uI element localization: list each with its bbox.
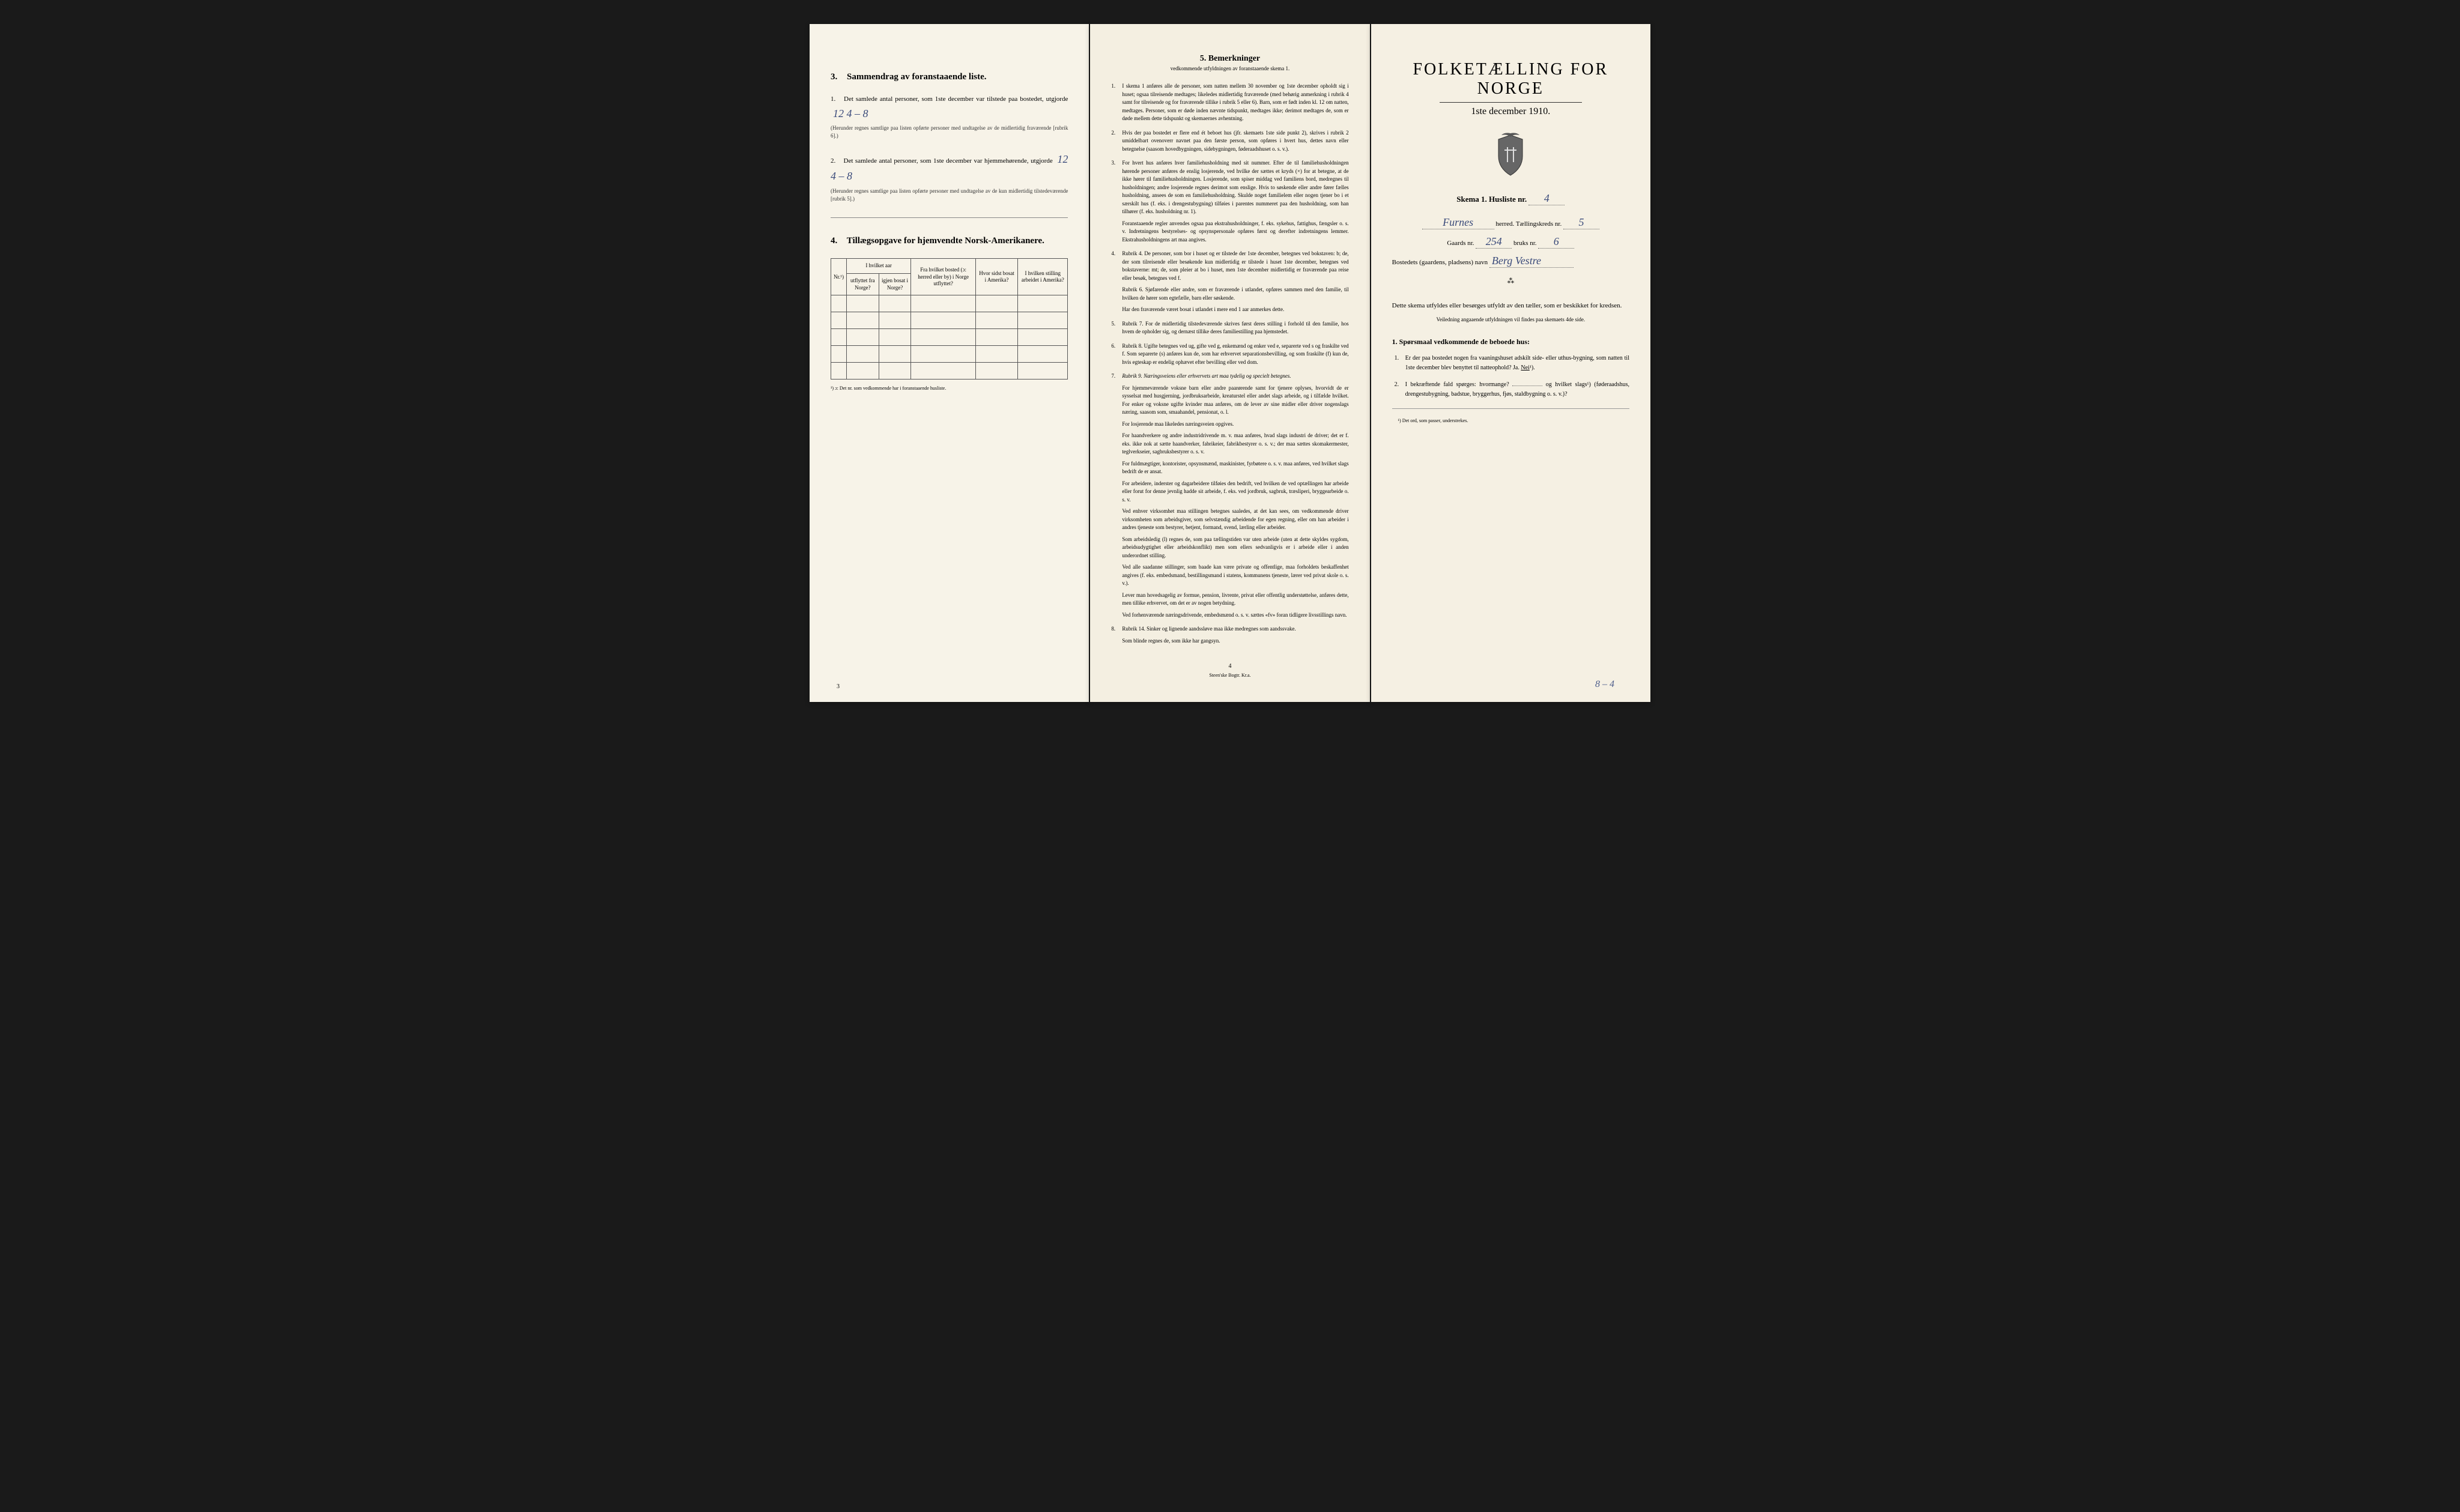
th-year: I hvilket aar bbox=[846, 259, 910, 274]
th-from: Fra hvilket bosted (ɔ: herred eller by) … bbox=[911, 259, 975, 295]
remark-5: 5.Rubrik 7. For de midlertidig tilstedev… bbox=[1111, 320, 1348, 336]
th-nr: Nr.¹) bbox=[831, 259, 847, 295]
herred-line: Furnes herred. Tællingskreds nr. 5 bbox=[1392, 216, 1629, 229]
fill-instruction-sub: Veiledning angaaende utfyldningen vil fi… bbox=[1392, 316, 1629, 322]
table-row bbox=[831, 329, 1068, 346]
remark-4: 4.Rubrik 4. De personer, som bor i huset… bbox=[1111, 250, 1348, 314]
question-2: 2. I bekræftende fald spørges: hvormange… bbox=[1392, 380, 1629, 399]
page-number-4: 4 bbox=[1111, 663, 1348, 670]
remark-3: 3.For hvert hus anføres hver familiehush… bbox=[1111, 159, 1348, 244]
summary-item-2: 2. Det samlede antal personer, som 1ste … bbox=[831, 151, 1068, 203]
bruks-nr: 6 bbox=[1538, 235, 1574, 249]
kreds-nr: 5 bbox=[1563, 216, 1599, 229]
crest-icon bbox=[1492, 132, 1528, 177]
remarks-list: 1.I skema 1 anføres alle de personer, so… bbox=[1111, 82, 1348, 645]
table-row bbox=[831, 295, 1068, 312]
ornament: ⁂ bbox=[1392, 277, 1629, 286]
table-row bbox=[831, 363, 1068, 380]
remark-2: 2.Hvis der paa bostedet er flere end ét … bbox=[1111, 129, 1348, 154]
bosted-name: Berg Vestre bbox=[1489, 255, 1574, 268]
th-emigrated: utflyttet fra Norge? bbox=[846, 274, 879, 295]
fill-instruction: Dette skema utfyldes eller besørges utfy… bbox=[1392, 301, 1629, 312]
table-row bbox=[831, 346, 1068, 363]
divider bbox=[831, 217, 1068, 218]
husliste-nr: 4 bbox=[1528, 192, 1565, 205]
table-row bbox=[831, 312, 1068, 329]
remark-7: 7.Rubrik 9. Næringsveiens eller erhverve… bbox=[1111, 372, 1348, 619]
remark-1: 1.I skema 1 anføres alle de personer, so… bbox=[1111, 82, 1348, 123]
coat-of-arms bbox=[1392, 132, 1629, 180]
remark-6: 6.Rubrik 8. Ugifte betegnes ved ug, gift… bbox=[1111, 342, 1348, 367]
remark-8: 8.Rubrik 14. Sinker og lignende aandsslø… bbox=[1111, 625, 1348, 645]
footnote-rule bbox=[1392, 408, 1629, 409]
skema-line: Skema 1. Husliste nr. 4 bbox=[1392, 192, 1629, 205]
summary-item-1: 1. Det samlede antal personer, som 1ste … bbox=[831, 94, 1068, 140]
th-where: Hvor sidst bosat i Amerika? bbox=[975, 259, 1017, 295]
page-right: FOLKETÆLLING FOR NORGE 1ste december 191… bbox=[1371, 24, 1650, 702]
emigrant-table: Nr.¹) I hvilket aar Fra hvilket bosted (… bbox=[831, 258, 1068, 380]
page-left: 3. Sammendrag av foranstaaende liste. 1.… bbox=[810, 24, 1089, 702]
th-returned: igjen bosat i Norge? bbox=[879, 274, 911, 295]
section-4-title: 4. Tillægsopgave for hjemvendte Norsk-Am… bbox=[831, 236, 1068, 246]
question-1: 1. Er der paa bostedet nogen fra vaaning… bbox=[1392, 354, 1629, 373]
page-number-3: 3 bbox=[837, 683, 840, 690]
section-3-title: 3. Sammendrag av foranstaaende liste. bbox=[831, 72, 1068, 82]
table-footnote: ¹) ɔ: Det nr. som vedkommende har i fora… bbox=[831, 386, 1068, 391]
herred-name: Furnes bbox=[1422, 216, 1494, 229]
title-rule bbox=[1440, 102, 1582, 103]
remarks-heading: 5. Bemerkninger bbox=[1111, 54, 1348, 64]
answer-nei: Nei bbox=[1521, 364, 1529, 371]
bottom-handwriting: 8 – 4 bbox=[1595, 679, 1614, 690]
remarks-sub: vedkommende utfyldningen av foranstaaend… bbox=[1111, 65, 1348, 71]
th-position: I hvilken stilling arbeidet i Amerika? bbox=[1018, 259, 1068, 295]
printer-imprint: Steen'ske Bogtr. Kr.a. bbox=[1111, 673, 1348, 678]
bosted-line: Bostedets (gaardens, pladsens) navn Berg… bbox=[1392, 255, 1629, 268]
census-title: FOLKETÆLLING FOR NORGE bbox=[1392, 60, 1629, 98]
census-date: 1ste december 1910. bbox=[1392, 106, 1629, 117]
question-footnote: ¹) Det ord, som passer, understrekes. bbox=[1392, 418, 1629, 423]
questions-heading: 1. Spørsmaal vedkommende de beboede hus: bbox=[1392, 337, 1629, 346]
handwritten-count-1: 12 4 – 8 bbox=[831, 107, 871, 119]
gaards-nr: 254 bbox=[1476, 235, 1512, 249]
census-document: 3. Sammendrag av foranstaaende liste. 1.… bbox=[810, 24, 1650, 702]
gaards-line: Gaards nr. 254 bruks nr. 6 bbox=[1392, 235, 1629, 249]
page-center: 5. Bemerkninger vedkommende utfyldningen… bbox=[1090, 24, 1369, 702]
